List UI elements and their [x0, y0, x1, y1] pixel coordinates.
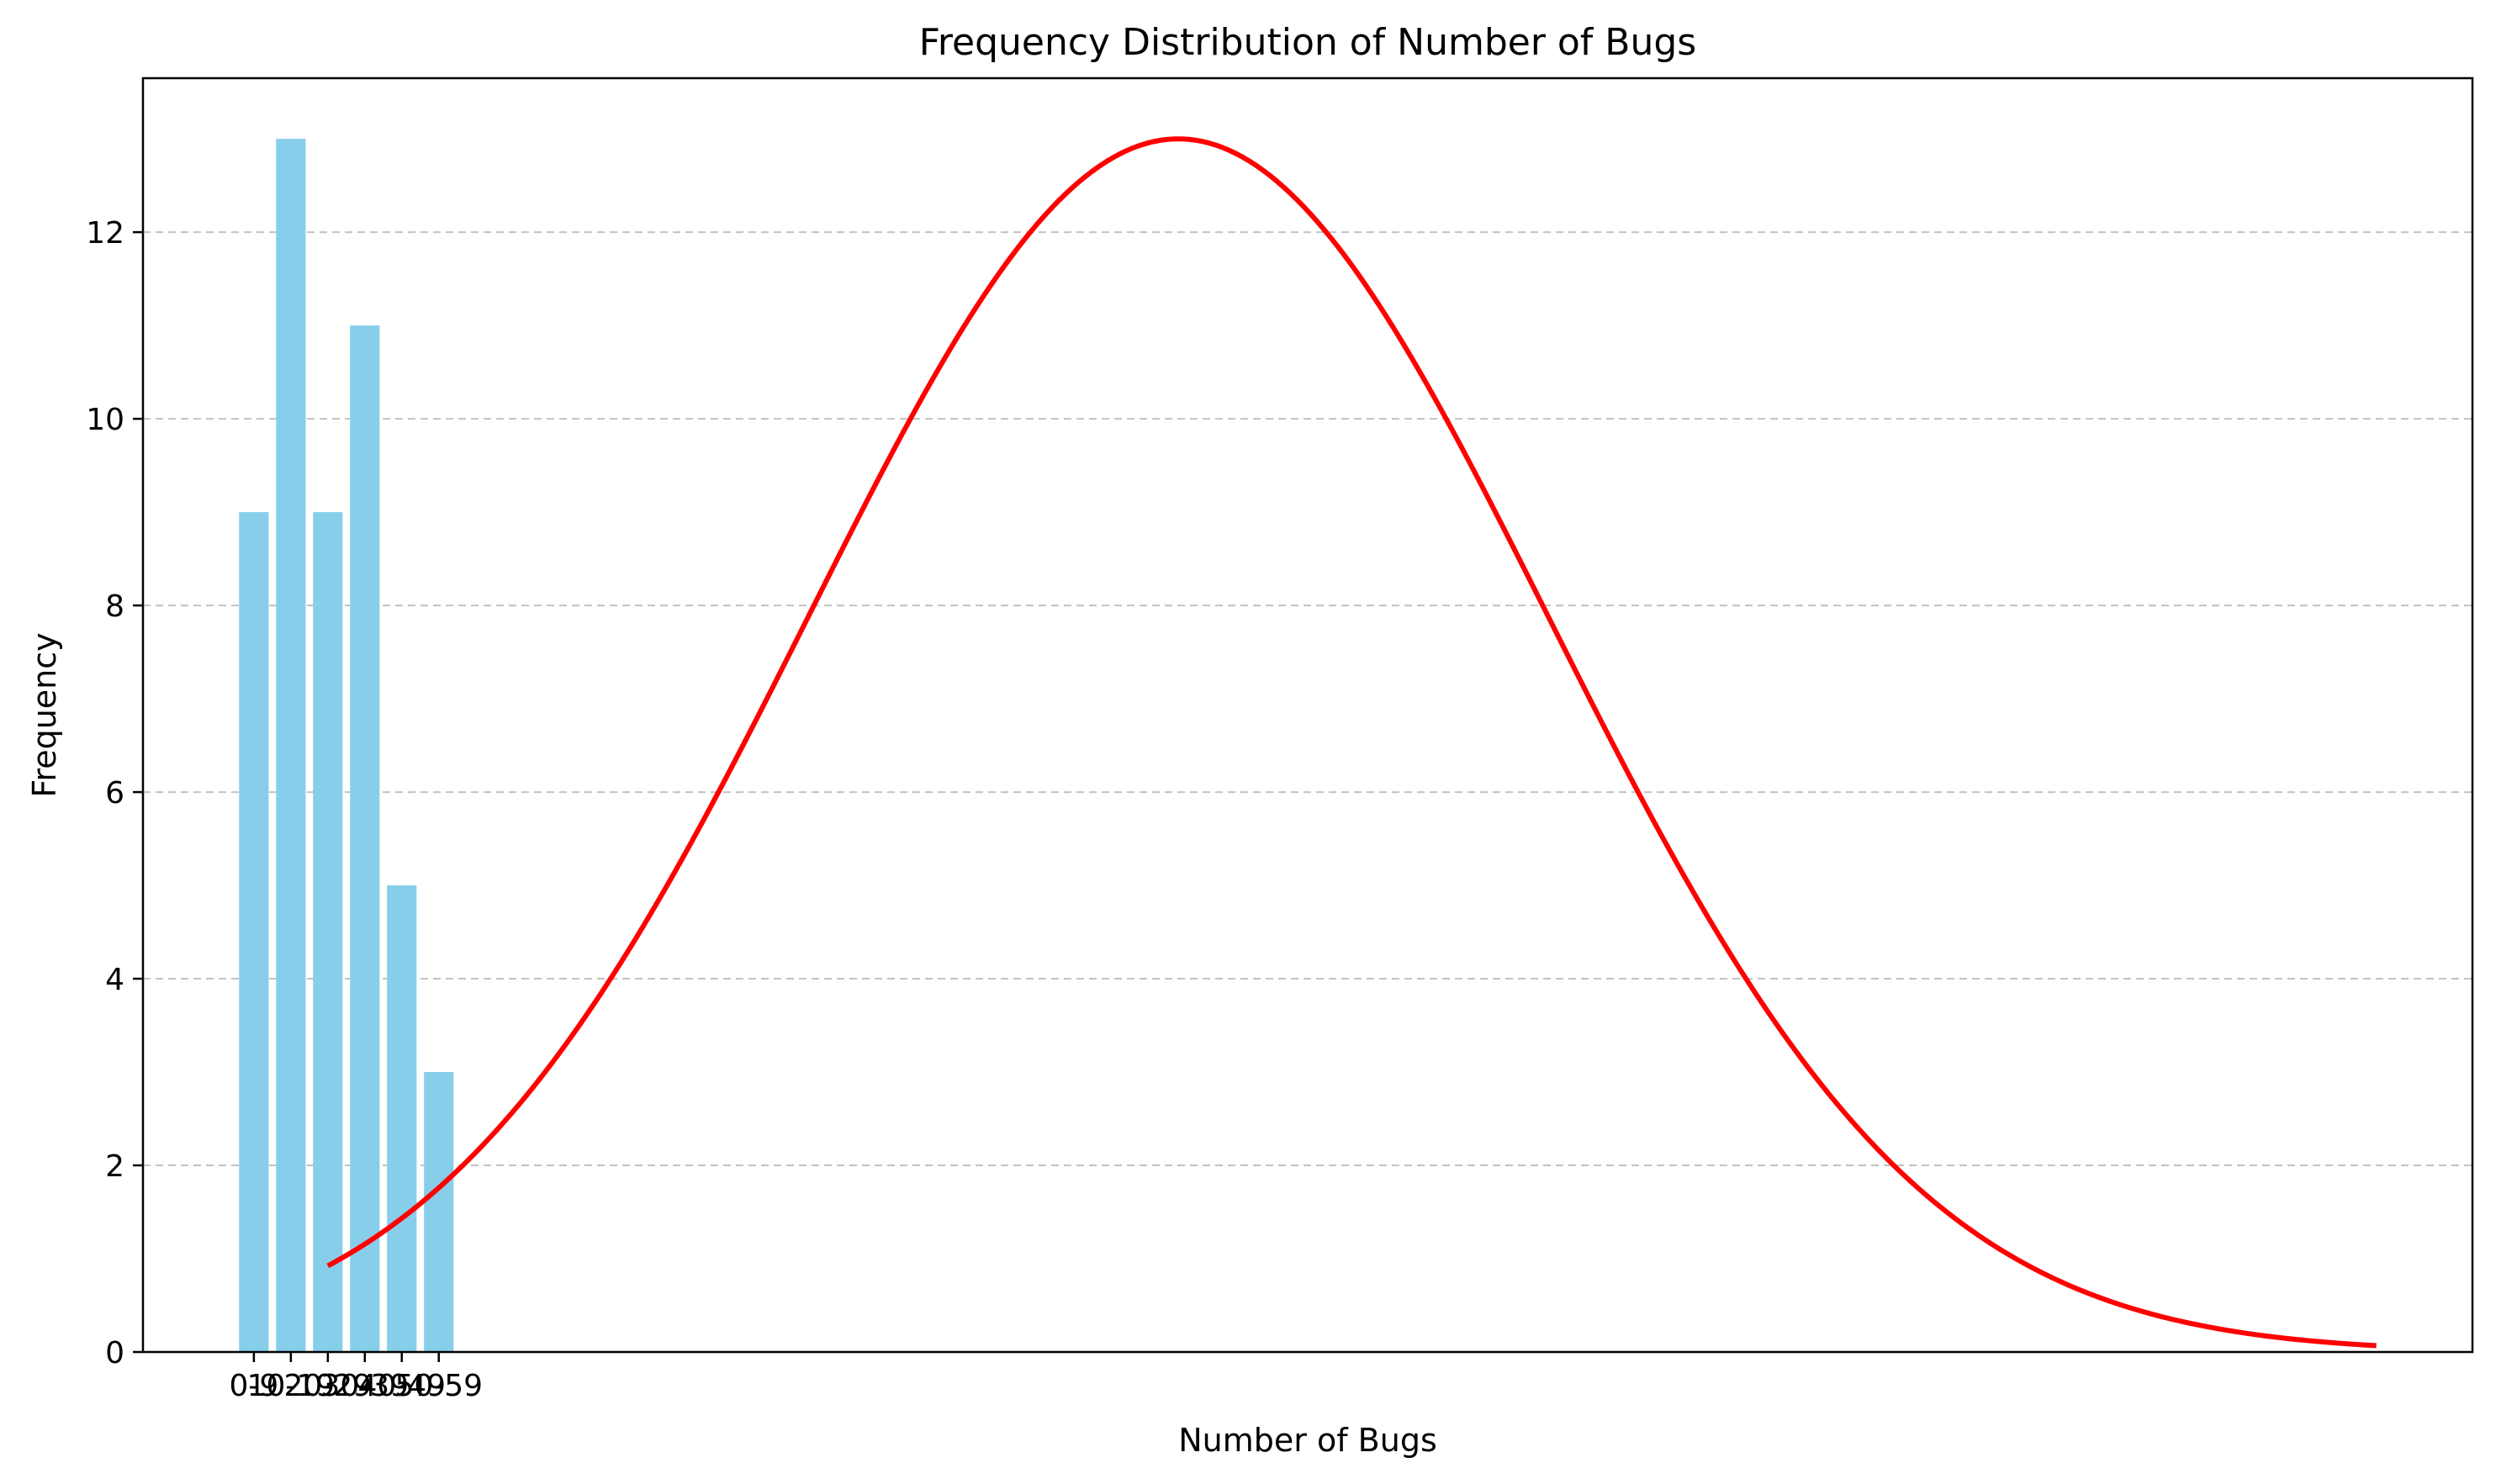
y-axis-ticks: 0 2 4 6 8 10 12	[86, 216, 143, 1370]
x-tick-label: 10-19	[247, 1369, 336, 1403]
curve-line	[326, 136, 2377, 1349]
bar	[276, 139, 306, 1353]
y-tick-label: 12	[86, 216, 124, 251]
x-tick-label: 40-49	[357, 1369, 446, 1403]
y-tick-label: 10	[86, 403, 124, 437]
x-tick-label: 0-9	[229, 1369, 278, 1403]
bars	[239, 139, 454, 1353]
y-tick-label: 8	[105, 589, 124, 624]
fit-curve	[326, 136, 2377, 1349]
plot-frame	[141, 77, 2474, 1354]
x-tick-label: 50-59	[394, 1369, 483, 1403]
gridlines	[143, 231, 2472, 1167]
y-tick-label: 2	[105, 1149, 124, 1184]
y-tick-label: 0	[105, 1336, 124, 1370]
bar	[350, 325, 380, 1353]
bar	[387, 885, 417, 1352]
bar	[313, 512, 343, 1352]
bar	[424, 1072, 454, 1352]
bar	[239, 512, 269, 1352]
x-tick-label: 30-39	[321, 1369, 410, 1403]
y-axis-label: Frequency	[26, 632, 63, 797]
y-tick-label: 6	[105, 776, 124, 811]
y-tick-label: 4	[105, 963, 124, 997]
x-tick-label: 20-29	[284, 1369, 373, 1403]
x-axis-label: Number of Bugs	[1178, 1422, 1437, 1459]
chart-title: Frequency Distribution of Number of Bugs	[919, 21, 1696, 64]
